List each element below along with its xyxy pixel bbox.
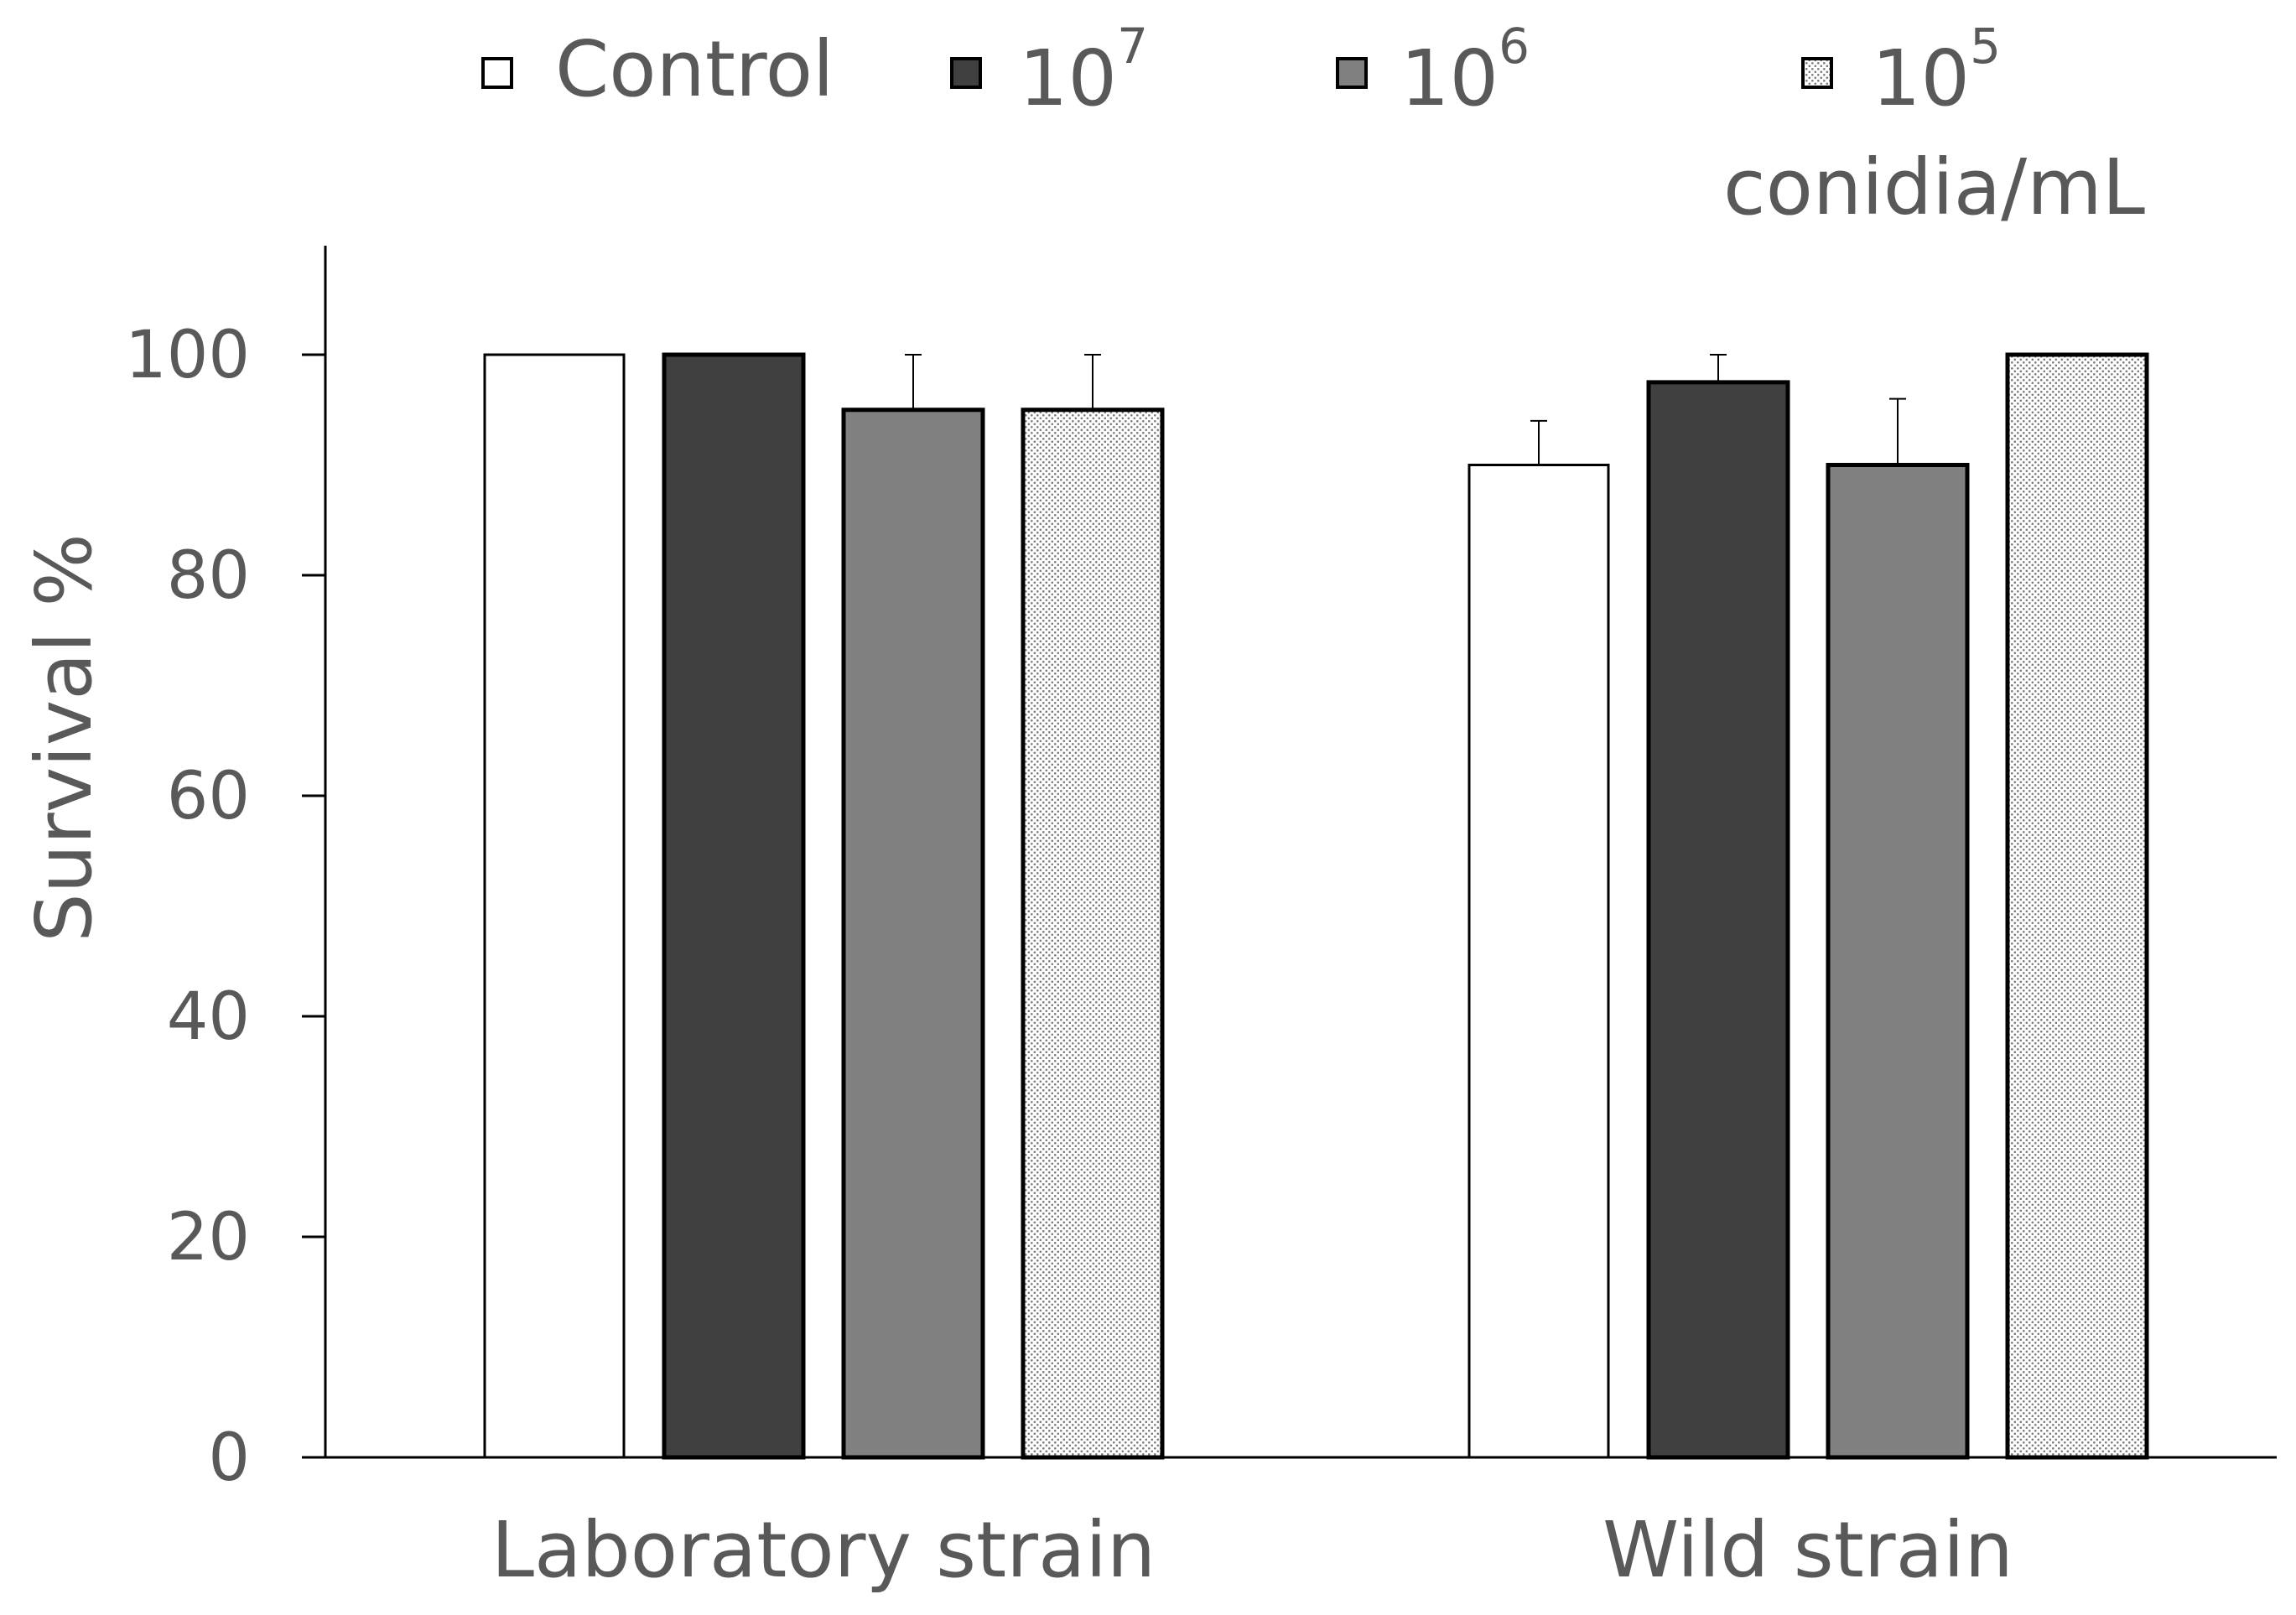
bar-laboratory-strain-10-7 <box>662 352 806 1460</box>
legend-label-10-7: 107 <box>1019 18 1148 123</box>
legend-item-10-6: 106 <box>1336 18 1530 123</box>
legend-unit-label: conidia/mL <box>1723 143 2145 232</box>
bar-wild-strain-10-7 <box>1646 380 1790 1460</box>
legend-label-control: Control <box>555 24 834 114</box>
y-tick-label-20: 20 <box>167 1200 250 1275</box>
legend-label-10-7-base: 10 <box>1019 34 1117 123</box>
legend-swatch-control <box>481 57 513 89</box>
y-tick-label-100: 100 <box>125 318 250 393</box>
bar-wild-strain-10-6 <box>1826 463 1970 1460</box>
y-tick-label-0: 0 <box>208 1420 250 1496</box>
y-axis-title: Survival % <box>19 533 109 943</box>
bars <box>483 352 2149 1460</box>
x-category-label-laboratory-strain: Laboratory strain <box>491 1505 1156 1595</box>
legend-label-10-6: 106 <box>1400 18 1530 123</box>
legend-label-10-5-base: 10 <box>1872 34 1970 123</box>
y-tick-label-80: 80 <box>167 538 250 614</box>
bar-laboratory-strain-10-6 <box>841 408 985 1460</box>
y-ticks: 0 20 40 60 80 100 <box>125 318 325 1496</box>
x-category-labels: Laboratory strain Wild strain <box>491 1505 2013 1595</box>
bar-wild-strain-10-5 <box>2005 352 2149 1460</box>
legend-swatch-10-7 <box>950 57 982 89</box>
legend-label-10-7-exp: 7 <box>1117 18 1148 75</box>
legend-label-10-6-exp: 6 <box>1499 18 1530 75</box>
legend-item-control: Control <box>481 24 834 114</box>
legend-swatch-10-5 <box>1801 57 1833 89</box>
legend-label-10-5-exp: 5 <box>1970 18 2001 75</box>
y-tick-label-60: 60 <box>167 759 250 834</box>
bar-laboratory-strain-10-5 <box>1021 408 1165 1460</box>
legend-label-10-5: 105 <box>1872 18 2001 123</box>
bar-wild-strain-control <box>1467 464 1610 1459</box>
y-tick-label-40: 40 <box>167 979 250 1055</box>
bar-laboratory-strain-control <box>483 353 626 1459</box>
x-category-label-wild-strain: Wild strain <box>1603 1505 2013 1595</box>
legend-item-10-5: 105 conidia/mL <box>1723 18 2145 232</box>
error-bars <box>546 354 2086 465</box>
legend-item-10-7: 107 <box>950 18 1148 123</box>
legend-swatch-10-6 <box>1336 57 1368 89</box>
legend: Control 107 106 105 conidia/mL <box>481 18 2145 232</box>
legend-label-10-6-base: 10 <box>1400 34 1499 123</box>
